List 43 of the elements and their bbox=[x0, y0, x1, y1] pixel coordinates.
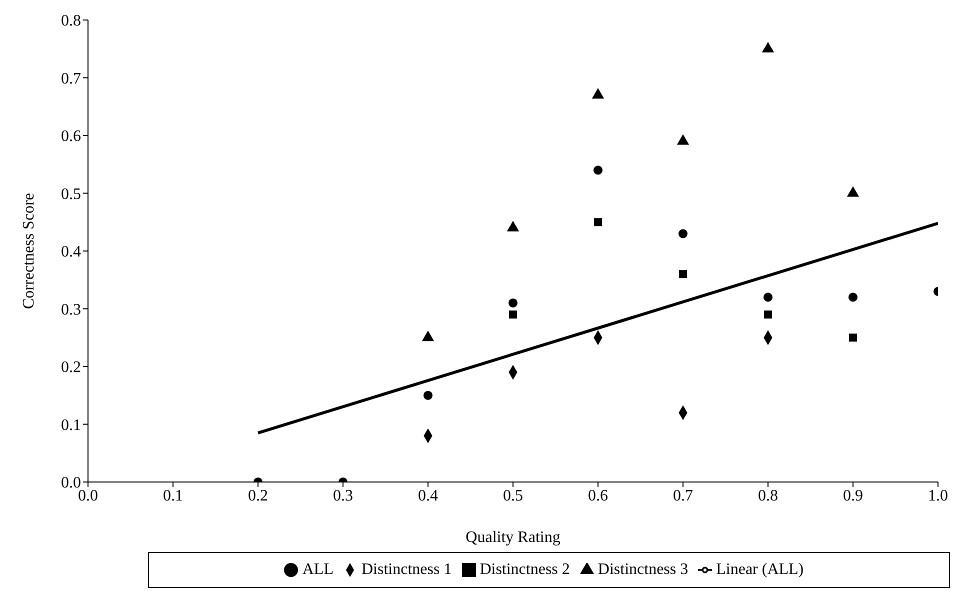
x-tick-label: 0.5 bbox=[503, 487, 523, 504]
legend-label: Linear (ALL) bbox=[716, 561, 804, 578]
point bbox=[762, 42, 774, 52]
x-axis-title: Quality Rating bbox=[466, 529, 560, 546]
x-tick-label: 0.1 bbox=[163, 487, 183, 504]
x-tick-label: 1.0 bbox=[928, 487, 948, 504]
x-tick-label: 0.4 bbox=[418, 487, 438, 504]
point bbox=[593, 166, 603, 175]
point bbox=[676, 134, 690, 145]
point bbox=[846, 186, 860, 197]
y-tick-label: 0.2 bbox=[61, 359, 81, 376]
legend-label: ALL bbox=[302, 561, 334, 578]
y-tick-label: 0.4 bbox=[61, 244, 81, 261]
x-tick-label: 0.0 bbox=[78, 487, 98, 504]
point bbox=[849, 334, 857, 342]
y-tick-label: 0.1 bbox=[61, 416, 81, 434]
y-axis-title: Correctness Score bbox=[20, 193, 38, 309]
y-tick-label: 0.6 bbox=[61, 128, 81, 146]
point bbox=[592, 88, 604, 99]
point bbox=[678, 229, 688, 238]
point bbox=[764, 310, 772, 319]
y-tick-label: 0.8 bbox=[61, 12, 81, 30]
x-tick-label: 0.6 bbox=[588, 487, 608, 504]
point bbox=[508, 298, 518, 308]
x-tick-label: 0.7 bbox=[673, 487, 693, 504]
y-tick-label: 0.0 bbox=[61, 474, 81, 492]
point bbox=[679, 270, 687, 278]
x-tick-label: 0.2 bbox=[248, 487, 268, 504]
point bbox=[423, 390, 433, 400]
y-tick-label: 0.3 bbox=[61, 301, 81, 318]
x-tick-label: 0.9 bbox=[843, 487, 863, 504]
x-tick-label: 0.3 bbox=[333, 487, 353, 504]
point bbox=[763, 292, 773, 302]
legend-label: Distinctness 1 bbox=[361, 561, 452, 578]
point bbox=[594, 218, 602, 226]
y-tick-label: 0.5 bbox=[61, 186, 81, 203]
point bbox=[848, 292, 858, 302]
y-tick-label: 0.7 bbox=[61, 70, 81, 88]
x-tick-label: 0.8 bbox=[758, 487, 778, 504]
point bbox=[506, 220, 520, 232]
legend-label: Distinctness 2 bbox=[480, 561, 570, 578]
legend-label: Distinctness 3 bbox=[598, 561, 688, 578]
point bbox=[509, 310, 517, 319]
